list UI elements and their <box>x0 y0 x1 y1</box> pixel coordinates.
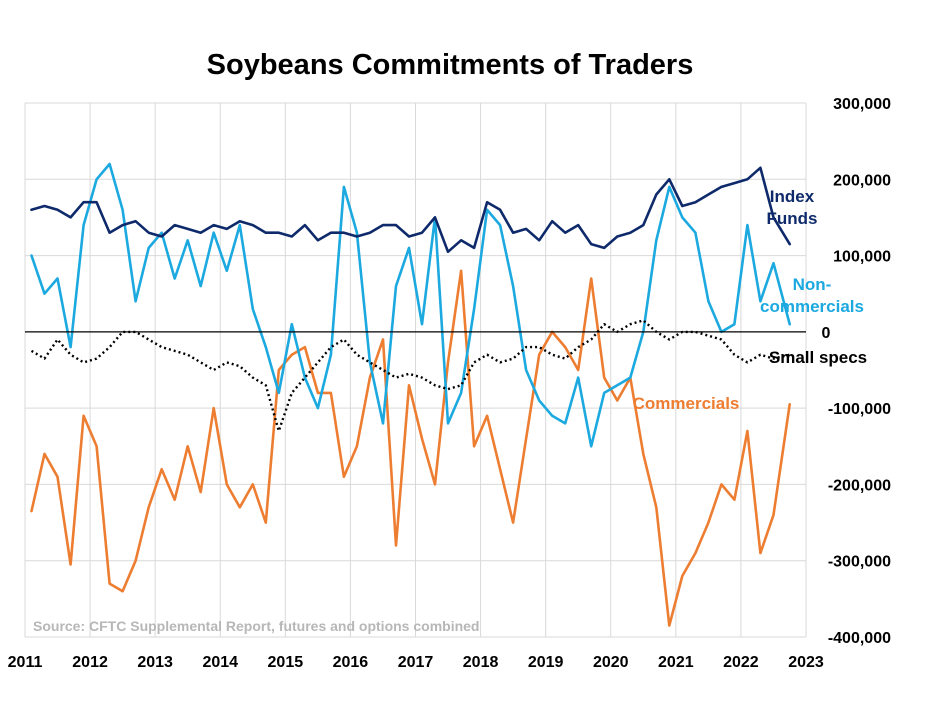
y-tick-label: -400,000 <box>828 630 891 647</box>
x-tick-label: 2020 <box>593 654 629 671</box>
y-tick-label: -300,000 <box>828 554 891 571</box>
x-tick-label: 2016 <box>333 654 369 671</box>
series-label-commercials: Commercials <box>633 394 740 413</box>
y-tick-label: 300,000 <box>833 96 891 113</box>
y-tick-label: 100,000 <box>833 249 891 266</box>
x-tick-label: 2013 <box>137 654 173 671</box>
x-tick-label: 2012 <box>72 654 108 671</box>
y-tick-label: -100,000 <box>828 401 891 418</box>
chart-title: Soybeans Commitments of Traders <box>207 49 694 81</box>
y-tick-label: 0 <box>822 325 831 342</box>
series-label-small-specs: Small specs <box>769 348 867 367</box>
x-tick-label: 2019 <box>528 654 564 671</box>
series-line-commercials <box>30 269 792 627</box>
y-tick-label: -200,000 <box>828 477 891 494</box>
series-label-non-commercials: Non-commercials <box>760 275 864 316</box>
x-axis: 2011 2012 2013 2014 2015 2016 2017 2018 2019 2020… <box>8 654 824 671</box>
x-tick-label: 2022 <box>723 654 759 671</box>
x-tick-label: 2018 <box>463 654 499 671</box>
x-tick-label: 2011 <box>8 654 43 671</box>
series-labels: Commercials Non-commercials Index Funds Smal… <box>633 187 868 413</box>
x-tick-label: 2015 <box>268 654 304 671</box>
y-tick-label: 200,000 <box>833 172 891 189</box>
series-line-index-funds <box>30 166 792 254</box>
y-axis: 300,000 200,000 100,000 0 -100,000 -200,000 -3… <box>822 96 892 647</box>
x-tick-label: 2023 <box>788 654 824 671</box>
series-layer <box>30 162 792 627</box>
grid <box>24 102 807 638</box>
series-line-small-specs <box>30 319 790 433</box>
source-note: Source: CFTC Supplemental Report, future… <box>33 618 479 634</box>
x-tick-label: 2021 <box>658 654 694 671</box>
x-tick-label: 2017 <box>398 654 434 671</box>
x-tick-label: 2014 <box>202 654 238 671</box>
series-label-index-funds: Index Funds <box>767 187 818 228</box>
series-line-non-commercials <box>30 162 792 448</box>
